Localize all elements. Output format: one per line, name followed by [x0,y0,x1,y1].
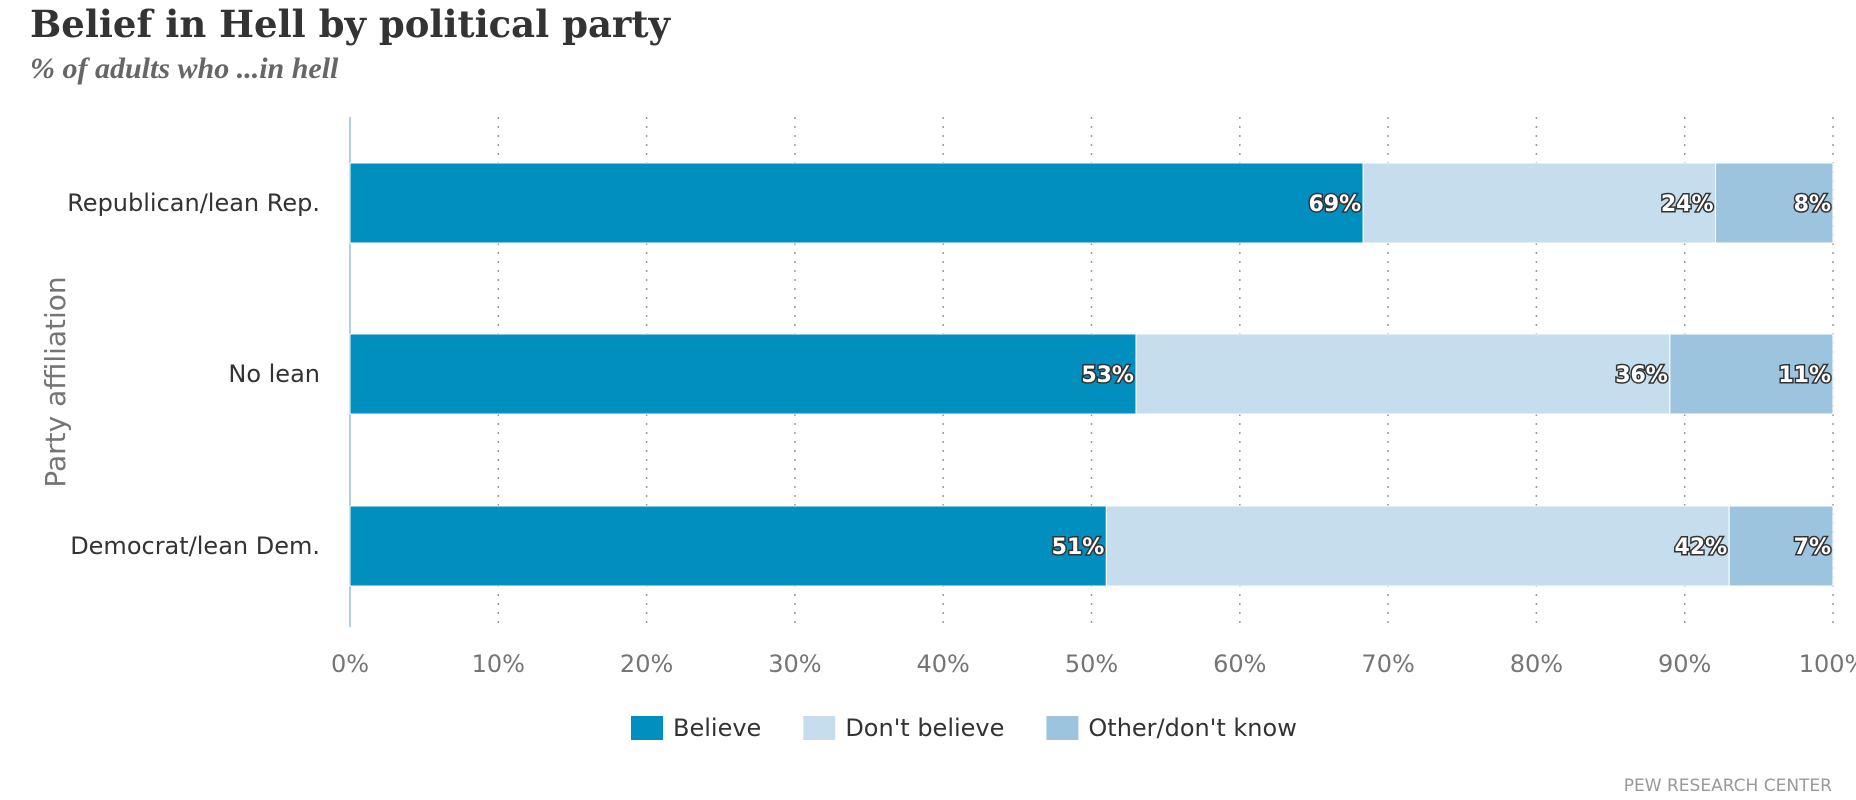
bar-segment [1715,162,1834,244]
legend-swatch [631,716,663,740]
legend-swatch [803,716,836,740]
bar-segment [1669,333,1834,415]
x-tick-label: 70% [1361,650,1414,678]
data-label: 36% [1615,363,1668,388]
source-credit: PEW RESEARCH CENTER [1623,776,1832,796]
data-label: 7% [1794,535,1831,560]
category-label: No lean [228,360,320,388]
x-tick-label: 60% [1213,650,1266,678]
data-label: 24% [1661,192,1714,217]
legend-label: Other/don't know [1088,714,1296,742]
bar-segment [1135,333,1671,415]
x-tick-label: 80% [1510,650,1563,678]
x-tick-label: 10% [472,650,525,678]
x-tick-label: 50% [1065,650,1118,678]
legend-label: Believe [673,714,761,742]
data-label: 8% [1794,192,1831,217]
x-tick-label: 30% [768,650,821,678]
data-label: 53% [1081,363,1134,388]
bar-segment [349,505,1107,587]
bar-segment [349,333,1137,415]
x-tick-label: 90% [1658,650,1711,678]
x-tick-label: 40% [917,650,970,678]
legend-label: Don't believe [845,714,1004,742]
bar-segment [1105,505,1730,587]
chart-subtitle: % of adults who ...in hell [30,52,339,85]
y-axis-title: Party affiliation [39,276,72,487]
data-label: 42% [1675,535,1728,560]
category-label: Republican/lean Rep. [67,189,320,217]
data-label: 11% [1778,363,1831,388]
bar-segment [349,162,1364,244]
x-tick-label: 100% [1799,650,1856,678]
bar-segment [1728,505,1834,587]
chart-title: Belief in Hell by political party [30,2,671,46]
x-tick-label: 0% [331,650,369,678]
legend-swatch [1046,716,1079,740]
x-tick-label: 20% [620,650,673,678]
data-label: 51% [1052,535,1105,560]
category-label: Democrat/lean Dem. [70,532,320,560]
data-label: 69% [1308,192,1361,217]
